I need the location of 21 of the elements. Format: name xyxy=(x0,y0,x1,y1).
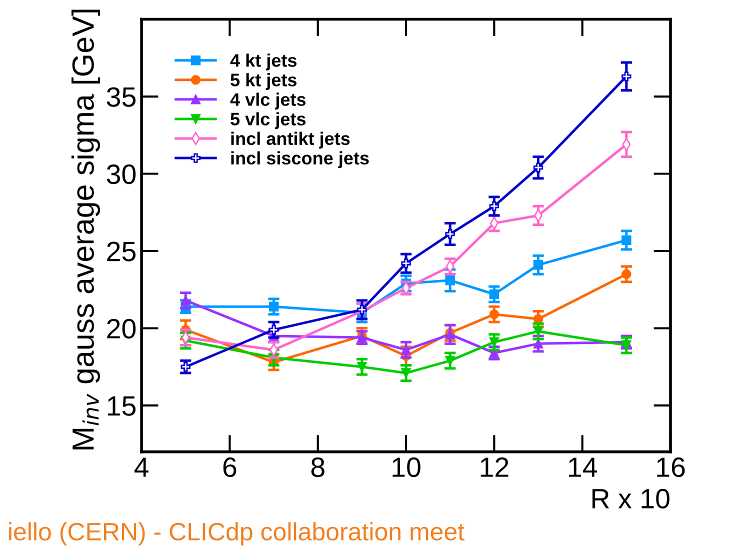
x-tick-label: 16 xyxy=(657,457,685,478)
legend-label: 5 vlc jets xyxy=(230,112,306,130)
text: iello (CERN) - CLICdp collaboration meet xyxy=(9,522,464,546)
legend-label: incl antikt jets xyxy=(231,132,350,149)
legend-label: incl siscone jets xyxy=(231,151,369,168)
x-tick-label: 14 xyxy=(569,458,597,477)
y-tick-label: 30 xyxy=(106,164,136,184)
y-axis-title: M$_{inv}$ gauss average sigma [GeV] xyxy=(72,10,100,450)
y-tick-label: 20 xyxy=(107,318,136,339)
y-tick-label: 25 xyxy=(107,242,136,262)
x-axis-title: R x 10 xyxy=(592,488,670,509)
y-tick-label: 15 xyxy=(108,396,136,416)
x-tick-label: 8 xyxy=(311,457,324,478)
x-tick-label: 10 xyxy=(392,457,420,478)
y-tick-label: 35 xyxy=(106,87,136,107)
x-tick-label: 12 xyxy=(480,457,508,477)
x-tick-label: 4 xyxy=(134,458,148,477)
legend-label: 4 kt jets xyxy=(230,54,297,70)
x-tick-label: 6 xyxy=(223,457,236,478)
legend-label: 5 kt jets xyxy=(230,73,297,90)
legend-label: 4 vlc jets xyxy=(230,92,306,110)
